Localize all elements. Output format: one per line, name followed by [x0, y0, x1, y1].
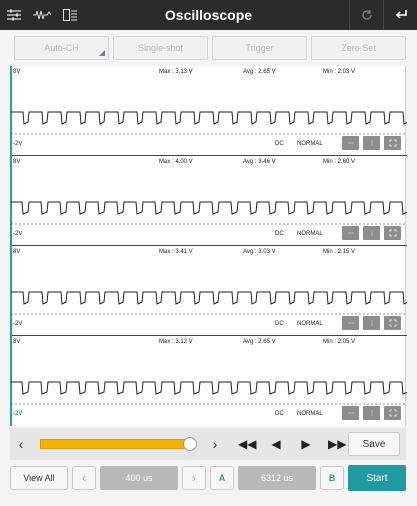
coupling-label: DC — [275, 411, 284, 417]
refresh-icon[interactable] — [349, 0, 383, 30]
scale-bottom-label: -2V — [13, 231, 23, 237]
timebase-decrease-icon[interactable]: ‹ — [72, 466, 96, 490]
trigger-mode-label: NORMAL — [297, 231, 323, 237]
top-bar: Oscilloscope — [0, 0, 417, 30]
scale-up-icon[interactable] — [363, 406, 380, 420]
coupling-label: DC — [275, 141, 284, 147]
scale-bottom-label: -2V — [13, 411, 23, 417]
channel-panels: 8V -2V Max : 3.13 V Avg : 2.65 V Min : 2… — [10, 66, 407, 426]
avg-readout: Avg : 2.65 V — [243, 69, 276, 75]
frame-navigation: ◀◀ ◀ ▶ ▶▶ — [238, 428, 347, 460]
start-button[interactable]: Start — [348, 465, 406, 491]
max-readout: Max : 4.00 V — [159, 159, 193, 165]
scale-top-label: 8V — [13, 249, 21, 255]
zero-set-label: Zero Set — [341, 43, 376, 53]
channel-1[interactable]: 8V -2V Max : 3.13 V Avg : 2.65 V Min : 2… — [10, 66, 407, 156]
scale-top-label: 8V — [13, 339, 21, 345]
scale-bottom-label: -2V — [13, 141, 23, 147]
min-readout: Min : 2.05 V — [323, 339, 356, 345]
coupling-label: DC — [275, 231, 284, 237]
min-readout: Min : 2.03 V — [323, 69, 356, 75]
scale-down-icon[interactable] — [342, 136, 359, 150]
channel-controls — [342, 406, 401, 420]
scale-down-icon[interactable] — [342, 226, 359, 240]
scale-bottom-label: -2V — [13, 321, 23, 327]
back-icon[interactable] — [383, 0, 417, 30]
scroll-right-icon[interactable]: › — [212, 436, 218, 452]
channel-controls — [342, 316, 401, 330]
save-button[interactable]: Save — [348, 432, 400, 456]
fast-rewind-icon[interactable]: ◀◀ — [238, 437, 257, 451]
single-shot-button[interactable]: Single-shot — [113, 36, 208, 60]
cursor-b-button[interactable]: B — [320, 466, 344, 490]
channel-marker — [10, 246, 12, 336]
channel-3[interactable]: 8V -2V Max : 3.41 V Avg : 3.03 V Min : 2… — [10, 246, 407, 336]
top-bar-actions — [349, 0, 417, 30]
scale-up-icon[interactable] — [363, 136, 380, 150]
trigger-button[interactable]: Trigger — [212, 36, 307, 60]
scroll-left-icon[interactable]: ‹ — [18, 436, 24, 452]
save-layout-icon[interactable] — [56, 0, 84, 30]
max-readout: Max : 3.13 V — [159, 69, 193, 75]
bottom-controls: View All ‹ 400 us › A 6312 us B Start — [10, 464, 406, 492]
trigger-label: Trigger — [245, 43, 274, 53]
playback-bar: ‹ › ◀◀ ◀ ▶ ▶▶ Save — [10, 428, 406, 460]
cursor-a-button[interactable]: A — [210, 466, 234, 490]
settings-sliders-icon[interactable] — [0, 0, 28, 30]
trigger-mode-label: NORMAL — [297, 411, 323, 417]
cursor-delta-value: 6312 us — [238, 466, 316, 490]
scale-top-label: 8V — [13, 159, 21, 165]
position-slider[interactable] — [40, 437, 197, 451]
waveform-plot — [11, 111, 407, 135]
waveform-plot — [11, 291, 407, 315]
channel-marker — [10, 66, 12, 156]
scale-up-icon[interactable] — [363, 226, 380, 240]
auto-ch-button[interactable]: Auto-CH — [14, 36, 109, 60]
dropdown-corner-icon — [99, 50, 105, 56]
step-back-icon[interactable]: ◀ — [271, 437, 281, 451]
channel-marker — [10, 156, 12, 246]
avg-readout: Avg : 3.03 V — [243, 249, 276, 255]
expand-icon[interactable] — [384, 136, 401, 150]
scale-top-label: 8V — [13, 69, 21, 75]
step-forward-icon[interactable]: ▶ — [301, 437, 311, 451]
expand-icon[interactable] — [384, 406, 401, 420]
expand-icon[interactable] — [384, 316, 401, 330]
max-readout: Max : 3.41 V — [159, 249, 193, 255]
scale-down-icon[interactable] — [342, 316, 359, 330]
channel-controls — [342, 136, 401, 150]
waveform-plot — [11, 201, 407, 225]
channel-2[interactable]: 8V -2V Max : 4.00 V Avg : 3.46 V Min : 2… — [10, 156, 407, 246]
channel-controls — [342, 226, 401, 240]
channel-marker — [10, 336, 12, 426]
min-readout: Min : 2.60 V — [323, 159, 356, 165]
timebase-value: 400 us — [100, 466, 178, 490]
auto-ch-label: Auto-CH — [44, 43, 79, 53]
scale-up-icon[interactable] — [363, 316, 380, 330]
trigger-mode-label: NORMAL — [297, 321, 323, 327]
channel-4[interactable]: 8V -2V Max : 3.12 V Avg : 2.65 V Min : 2… — [10, 336, 407, 426]
expand-icon[interactable] — [384, 226, 401, 240]
zero-set-button[interactable]: Zero Set — [311, 36, 406, 60]
mode-buttons: Auto-CH Single-shot Trigger Zero Set — [14, 36, 406, 60]
avg-readout: Avg : 2.65 V — [243, 339, 276, 345]
avg-readout: Avg : 3.46 V — [243, 159, 276, 165]
waveform-icon[interactable] — [28, 0, 56, 30]
view-all-button[interactable]: View All — [10, 466, 68, 490]
max-readout: Max : 3.12 V — [159, 339, 193, 345]
timebase-increase-icon[interactable]: › — [182, 466, 206, 490]
coupling-label: DC — [275, 321, 284, 327]
min-readout: Min : 2.15 V — [323, 249, 356, 255]
slider-thumb[interactable] — [183, 437, 197, 451]
scale-down-icon[interactable] — [342, 406, 359, 420]
waveform-plot — [11, 381, 407, 405]
single-shot-label: Single-shot — [137, 43, 184, 53]
fast-forward-icon[interactable]: ▶▶ — [328, 437, 347, 451]
trigger-mode-label: NORMAL — [297, 141, 323, 147]
